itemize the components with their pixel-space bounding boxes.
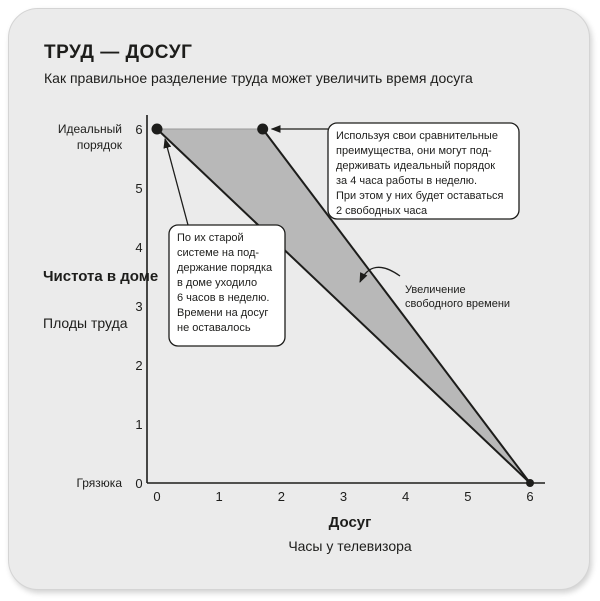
key-point bbox=[526, 479, 534, 487]
x-axis-title: Досуг bbox=[329, 514, 372, 531]
old-system-callout: По их старой системе на под-держание поря… bbox=[168, 224, 286, 347]
increase-label: Увеличение свободного времени bbox=[405, 284, 510, 310]
y-axis-title: Чистота в доме bbox=[43, 268, 158, 285]
y-tick-label: 0 bbox=[135, 476, 142, 491]
old-system-arrow bbox=[163, 138, 189, 226]
x-tick-label: 4 bbox=[402, 489, 409, 504]
chart-card bbox=[8, 8, 590, 590]
y-tick-label: 2 bbox=[135, 358, 142, 373]
x-tick-label: 0 bbox=[153, 489, 160, 504]
old-system-callout-box bbox=[168, 224, 286, 347]
x-tick-label: 3 bbox=[340, 489, 347, 504]
advantage-callout-text: Используя свои сравнительные преимущества… bbox=[336, 130, 504, 217]
advantage-callout-box bbox=[327, 122, 520, 220]
x-tick-label: 2 bbox=[278, 489, 285, 504]
x-tick-label: 6 bbox=[526, 489, 533, 504]
x-tick-label: 1 bbox=[216, 489, 223, 504]
chart-title: ТРУД — ДОСУГ bbox=[44, 42, 193, 63]
y-tick-label: 6 bbox=[135, 122, 142, 137]
y-tick-name-bottom: Грязюка bbox=[76, 476, 122, 490]
y-tick-label: 1 bbox=[135, 417, 142, 432]
advantage-callout: Используя свои сравнительные преимущества… bbox=[327, 122, 520, 220]
series-line bbox=[261, 128, 531, 484]
y-tick-label: 4 bbox=[135, 240, 142, 255]
key-point bbox=[151, 123, 163, 135]
y-tick-label: 5 bbox=[135, 181, 142, 196]
increase-arrow bbox=[359, 266, 401, 283]
key-point bbox=[257, 123, 269, 135]
series-line bbox=[156, 128, 531, 484]
y-tick-name-top: Идеальный порядок bbox=[58, 122, 123, 152]
old-system-callout-text: По их старой системе на под-держание поря… bbox=[177, 232, 273, 334]
x-tick-label: 5 bbox=[464, 489, 471, 504]
chart-subtitle: Как правильное разделение труда может ув… bbox=[44, 70, 473, 86]
y-axis-subtitle: Плоды труда bbox=[43, 315, 128, 331]
y-tick-label: 3 bbox=[135, 299, 142, 314]
x-axis-subtitle: Часы у телевизора bbox=[288, 538, 412, 554]
